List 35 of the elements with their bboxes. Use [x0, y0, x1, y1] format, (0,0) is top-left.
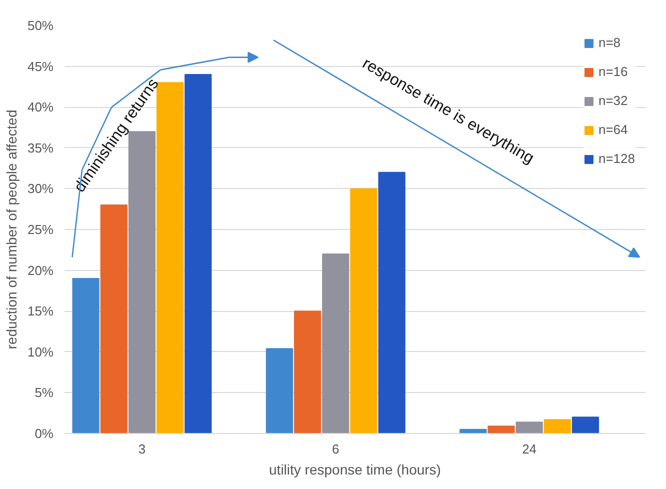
y-tick-label: 40%	[27, 100, 54, 115]
bar	[350, 188, 378, 434]
bar	[516, 422, 543, 434]
y-tick-label: 25%	[27, 222, 54, 237]
y-tick-label: 45%	[27, 58, 54, 74]
legend-label: n=32	[598, 93, 628, 108]
y-tick-label: 0%	[34, 426, 54, 441]
legend-label: n=64	[598, 122, 628, 137]
bar	[100, 204, 128, 434]
bar	[322, 253, 350, 434]
y-axis-title: reduction of number of people affected	[3, 110, 20, 350]
y-tick-label: 35%	[27, 140, 54, 156]
y-tick-label: 15%	[27, 304, 54, 319]
bar	[156, 82, 184, 434]
legend-label: n=16	[598, 64, 628, 79]
legend-label: n=128	[598, 151, 635, 166]
legend-label: n=8	[598, 35, 621, 50]
bar	[72, 278, 100, 434]
bar	[488, 426, 515, 434]
y-tick-label: 30%	[27, 181, 54, 196]
bar	[184, 74, 212, 434]
bar	[266, 348, 294, 434]
bar	[544, 419, 571, 434]
y-tick-label: 50%	[27, 18, 54, 33]
y-tick-label: 10%	[27, 344, 54, 360]
bar	[128, 131, 156, 434]
bar	[378, 172, 406, 434]
x-tick-label: 6	[332, 442, 340, 456]
x-axis-title: utility response time (hours)	[269, 462, 441, 478]
y-tick-label: 5%	[34, 385, 54, 400]
bar	[572, 416, 600, 434]
bar	[294, 310, 322, 434]
x-tick-label: 24	[522, 442, 537, 456]
x-tick-label: 3	[138, 442, 146, 456]
y-tick-label: 20%	[27, 262, 54, 278]
